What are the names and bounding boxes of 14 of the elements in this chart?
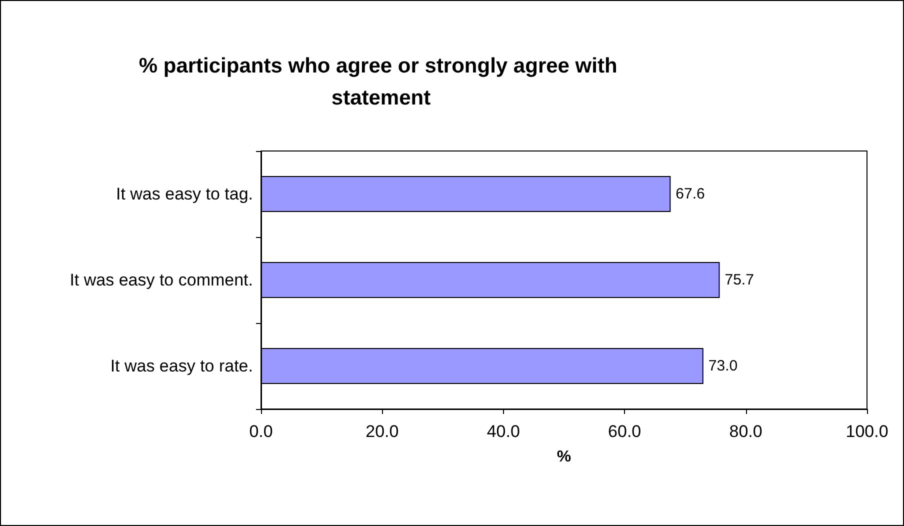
y-tick-label: It was easy to rate. bbox=[110, 356, 253, 376]
data-label: 73.0 bbox=[708, 358, 738, 374]
data-label: 75.7 bbox=[724, 272, 754, 288]
data-label: 67.6 bbox=[676, 186, 705, 202]
chart-title: % participants who agree or strongly agree with statement bbox=[138, 54, 624, 110]
x-tick-label: 60.0 bbox=[608, 422, 642, 441]
x-tick-label: 20.0 bbox=[366, 422, 399, 441]
x-tick-label: 100.0 bbox=[846, 422, 888, 441]
x-tick-label: 80.0 bbox=[729, 422, 762, 441]
x-tick-label: 0.0 bbox=[249, 422, 273, 441]
y-tick-label: It was easy to comment. bbox=[70, 270, 253, 290]
x-axis-title: % bbox=[556, 448, 572, 466]
y-tick-label: It was easy to tag. bbox=[116, 184, 253, 204]
x-tick-label: 40.0 bbox=[486, 422, 520, 441]
